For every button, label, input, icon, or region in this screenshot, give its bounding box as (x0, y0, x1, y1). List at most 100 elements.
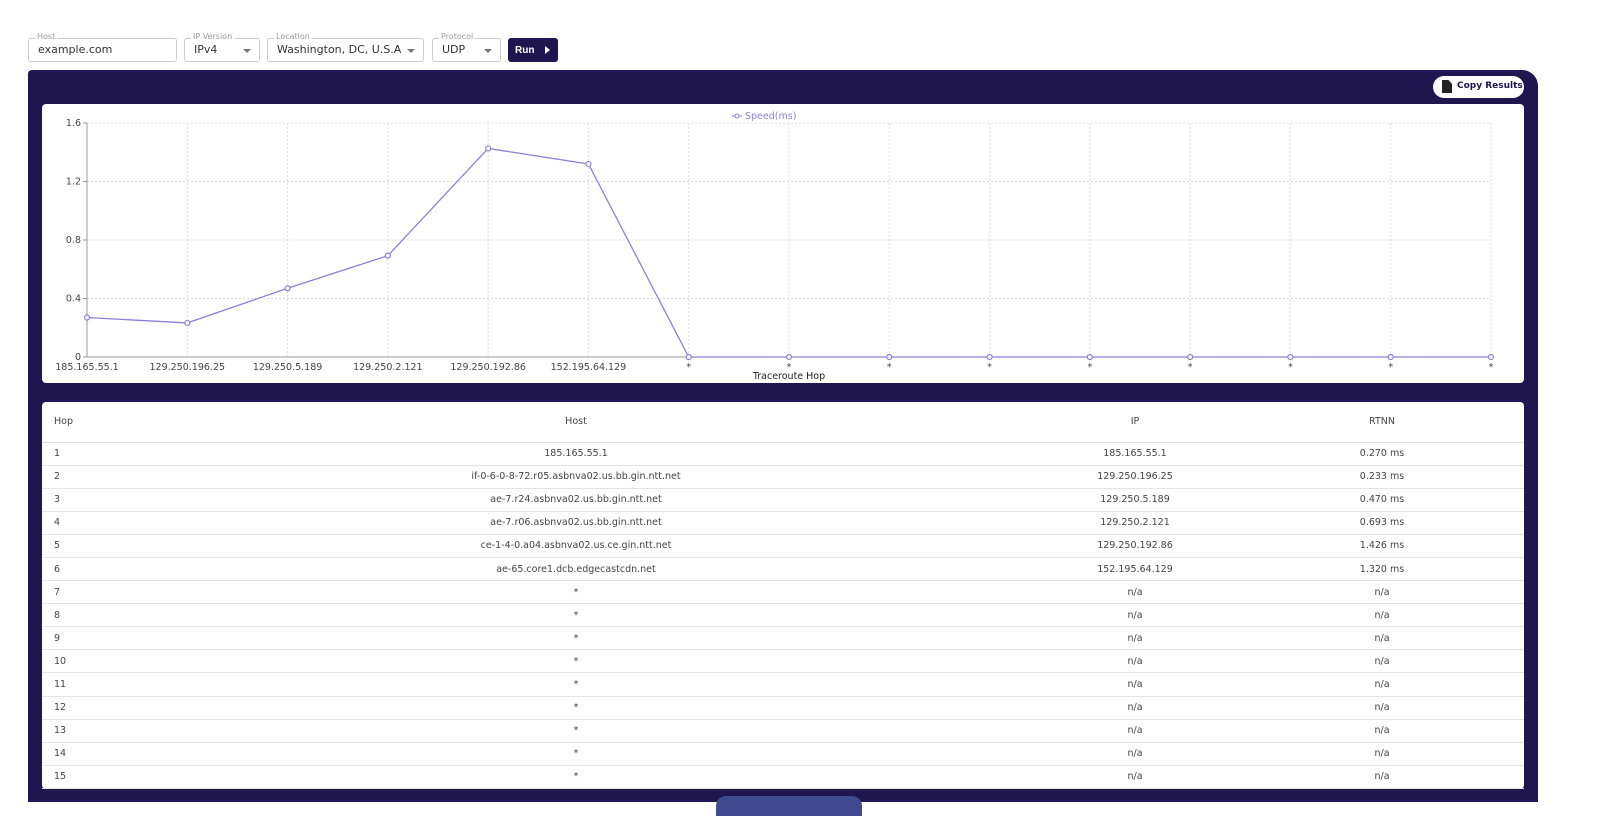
rtnn-cell: 0.470 ms (1240, 488, 1524, 512)
chart-legend[interactable]: Speed(ms) (732, 111, 796, 122)
hop-cell: 8 (42, 603, 122, 628)
table-row: 1 185.165.55.1 185.165.55.1 0.270 ms (42, 442, 1524, 466)
host-cell: if-0-6-0-8-72.r05.asbnva02.us.bb.gin.ntt… (122, 465, 1030, 489)
table-row: 9 * n/a n/a (42, 626, 1524, 651)
table-row: 15 * n/a n/a (42, 765, 1524, 789)
ip-version-select[interactable]: IP Version IPv4 (184, 32, 260, 62)
table-row: 11 * n/a n/a (42, 672, 1524, 697)
host-input[interactable]: Host example.com (28, 32, 177, 62)
table-header-row: Hop Host IP RTNN (42, 402, 1524, 443)
table-row: 7 * n/a n/a (42, 580, 1524, 605)
rtnn-cell: n/a (1240, 603, 1524, 628)
data-point[interactable] (785, 353, 793, 361)
data-point[interactable] (585, 160, 592, 168)
host-cell: * (122, 580, 1030, 605)
data-point[interactable] (83, 314, 91, 321)
location-select[interactable]: Location Washington, DC, U.S.A (267, 32, 424, 62)
y-tick-label: 0 (75, 352, 81, 363)
play-icon (545, 46, 550, 54)
hop-cell: 9 (42, 626, 122, 651)
location-value: Washington, DC, U.S.A (277, 43, 402, 56)
rtnn-cell: 1.426 ms (1240, 534, 1524, 558)
host-label: Host (35, 32, 58, 41)
host-cell: * (122, 742, 1030, 766)
data-point[interactable] (485, 145, 492, 152)
host-cell: 185.165.55.1 (122, 442, 1030, 466)
ip-version-label: IP Version (191, 32, 235, 41)
run-label: Run (515, 44, 535, 56)
table-row: 13 * n/a n/a (42, 719, 1524, 743)
host-cell: * (122, 719, 1030, 743)
ip-cell: 129.250.196.25 (1030, 465, 1240, 489)
copy-results-button[interactable]: Copy Results (1433, 76, 1524, 98)
ip-cell: n/a (1030, 580, 1240, 605)
data-point[interactable] (986, 353, 993, 361)
data-point[interactable] (384, 252, 391, 259)
rtnn-cell: n/a (1240, 719, 1524, 743)
rtnn-cell: 0.693 ms (1240, 511, 1524, 535)
host-cell: * (122, 603, 1030, 628)
hop-cell: 3 (42, 488, 122, 512)
ip-version-value: IPv4 (194, 43, 218, 56)
data-point[interactable] (685, 353, 692, 361)
y-tick-label: 0.4 (66, 294, 81, 305)
chevron-down-icon (243, 49, 251, 53)
host-cell: * (122, 626, 1030, 651)
chart-card: 0 0.4 0.8 1.2 1.6 185.165.55.1 129.250.196.25 1… (42, 104, 1524, 383)
x-tick-label: * (987, 362, 992, 373)
bottom-tab[interactable] (716, 796, 862, 816)
rtnn-cell: n/a (1240, 696, 1524, 720)
data-point[interactable] (184, 319, 191, 327)
x-tick-label: * (1087, 362, 1092, 373)
column-header-hop: Hop (42, 402, 122, 443)
protocol-label: Protocol (439, 32, 476, 41)
y-tick-label: 1.2 (66, 177, 81, 188)
copy-results-label: Copy Results (1457, 81, 1523, 91)
chevron-down-icon (484, 49, 492, 53)
protocol-select[interactable]: Protocol UDP (432, 32, 501, 62)
results-table-card: Hop Host IP RTNN 1 185.165.55.1 185.165.55.1 0… (42, 402, 1524, 789)
chevron-down-icon (407, 49, 415, 53)
rtnn-cell: 0.270 ms (1240, 442, 1524, 466)
data-point[interactable] (1287, 353, 1294, 361)
ip-cell: n/a (1030, 626, 1240, 651)
x-tick-label: * (887, 362, 892, 373)
hop-cell: 4 (42, 511, 122, 535)
data-point[interactable] (1387, 353, 1394, 361)
ip-cell: 185.165.55.1 (1030, 442, 1240, 466)
run-button[interactable]: Run (508, 38, 558, 62)
hop-cell: 7 (42, 580, 122, 605)
protocol-value: UDP (442, 43, 466, 56)
table-row: 4 ae-7.r06.asbnva02.us.bb.gin.ntt.net 129.… (42, 511, 1524, 535)
data-point[interactable] (886, 353, 893, 361)
data-point[interactable] (284, 285, 291, 292)
results-table: Hop Host IP RTNN 1 185.165.55.1 185.165.55.1 0… (42, 402, 1524, 789)
rtnn-cell: n/a (1240, 626, 1524, 651)
ip-cell: 129.250.2.121 (1030, 511, 1240, 535)
hop-cell: 6 (42, 557, 122, 582)
hop-cell: 15 (42, 765, 122, 789)
speed-chart: 0 0.4 0.8 1.2 1.6 185.165.55.1 129.250.196.25 1… (55, 111, 1495, 382)
x-tick-label: 185.165.55.1 (55, 362, 118, 373)
host-cell: ae-7.r24.asbnva02.us.bb.gin.ntt.net (122, 488, 1030, 512)
table-row: 6 ae-65.core1.dcb.edgecastcdn.net 152.195.… (42, 557, 1524, 582)
rtnn-cell: n/a (1240, 742, 1524, 766)
x-axis-title: Traceroute Hop (752, 371, 825, 382)
data-point[interactable] (1086, 353, 1093, 361)
table-row: 8 * n/a n/a (42, 603, 1524, 628)
table-row: 2 if-0-6-0-8-72.r05.asbnva02.us.bb.gin.nt… (42, 465, 1524, 489)
host-cell: * (122, 696, 1030, 720)
host-cell: ce-1-4-0.a04.asbnva02.us.ce.gin.ntt.net (122, 534, 1030, 558)
hop-cell: 10 (42, 649, 122, 674)
ip-cell: n/a (1030, 672, 1240, 697)
rtnn-cell: n/a (1240, 649, 1524, 674)
x-tick-label: 129.250.192.86 (450, 362, 526, 373)
host-cell: * (122, 672, 1030, 697)
ip-cell: 129.250.5.189 (1030, 488, 1240, 512)
x-tick-label: 129.250.5.189 (253, 362, 323, 373)
table-row: 10 * n/a n/a (42, 649, 1524, 674)
data-point[interactable] (1487, 353, 1495, 361)
hop-cell: 5 (42, 534, 122, 558)
ip-cell: n/a (1030, 742, 1240, 766)
data-point[interactable] (1187, 353, 1194, 361)
